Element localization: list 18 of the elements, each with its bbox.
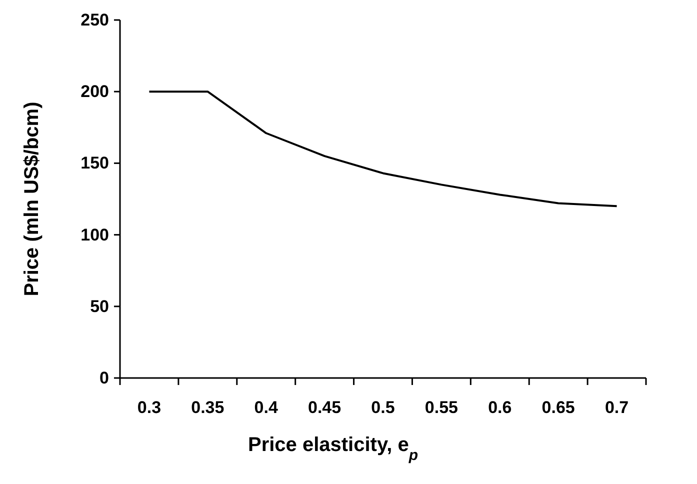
y-tick-label: 250 [80, 10, 109, 30]
y-tick-label: 150 [80, 154, 109, 173]
x-tick-label: 0.35 [191, 398, 224, 417]
x-axis-title: Price elasticity, e$_{p}$ [248, 434, 418, 464]
x-tick-label: 0.3 [137, 398, 162, 417]
y-tick-label: 50 [90, 296, 109, 316]
x-tick-label: 0.55 [424, 398, 458, 417]
y-tick-label: 100 [80, 225, 109, 244]
y-axis-title: Price (mln US$/bcm) [21, 102, 43, 296]
x-tick-label: 0.45 [308, 398, 342, 417]
x-tick-label: 0.6 [488, 398, 512, 417]
line-series [148, 90, 618, 208]
x-tick-label: 0.4 [254, 398, 278, 417]
x-tick-label: 0.7 [604, 398, 629, 417]
x-tick-label: 0.65 [542, 398, 575, 417]
y-tick-label: 0 [100, 368, 109, 388]
x-tick-label: 0.5 [371, 398, 395, 417]
y-tick-label: 200 [80, 82, 109, 102]
